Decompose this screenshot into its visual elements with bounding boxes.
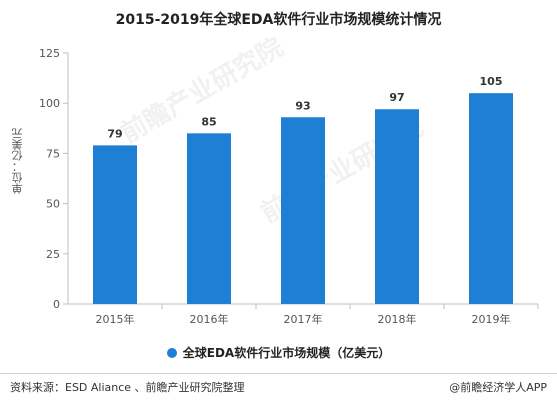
x-tick-label: 2016年 xyxy=(190,312,229,326)
data-label: 97 xyxy=(389,91,404,104)
source-note: 资料来源：ESD Aliance 、前瞻产业研究院整理 xyxy=(10,381,245,394)
bar xyxy=(281,117,325,304)
bar xyxy=(469,93,513,304)
chart-title: 2015-2019年全球EDA软件行业市场规模统计情况 xyxy=(115,12,442,28)
footer-divider xyxy=(0,373,557,374)
x-tick-label: 2017年 xyxy=(284,312,323,326)
y-tick-label: 50 xyxy=(46,198,60,211)
legend: 全球EDA软件行业市场规模（亿美元） xyxy=(0,344,557,361)
data-label: 93 xyxy=(295,99,310,112)
y-tick-label: 25 xyxy=(46,248,60,261)
x-tick-label: 2018年 xyxy=(378,312,417,326)
x-tick-label: 2015年 xyxy=(96,312,135,326)
y-tick-label: 0 xyxy=(53,298,60,311)
bar xyxy=(93,145,137,304)
x-tick-label: 2019年 xyxy=(472,312,511,326)
legend-label: 全球EDA软件行业市场规模（亿美元） xyxy=(182,346,391,360)
legend-swatch xyxy=(166,348,177,358)
y-axis-label: 单位：亿美元 xyxy=(11,128,24,194)
bar xyxy=(375,109,419,304)
credit-note: @前瞻经济学人APP xyxy=(449,381,547,394)
data-label: 85 xyxy=(201,115,216,128)
y-tick-label: 100 xyxy=(39,97,60,110)
y-tick-label: 125 xyxy=(39,47,60,60)
data-label: 79 xyxy=(107,127,122,140)
bar xyxy=(187,133,231,304)
data-label: 105 xyxy=(480,75,503,88)
y-tick-label: 75 xyxy=(46,147,60,160)
